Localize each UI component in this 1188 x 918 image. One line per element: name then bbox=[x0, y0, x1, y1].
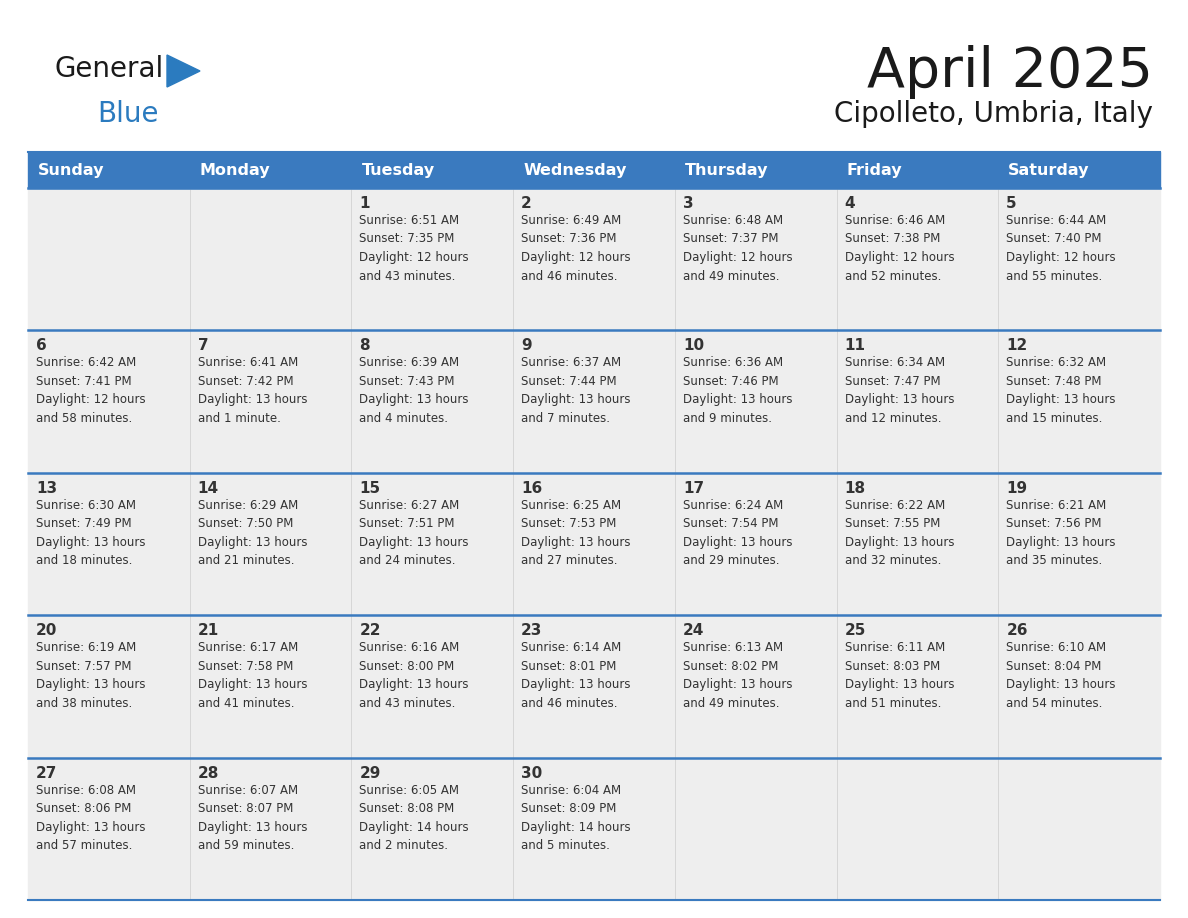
Text: Sunrise: 6:44 AM
Sunset: 7:40 PM
Daylight: 12 hours
and 55 minutes.: Sunrise: 6:44 AM Sunset: 7:40 PM Dayligh… bbox=[1006, 214, 1116, 283]
Text: Sunrise: 6:13 AM
Sunset: 8:02 PM
Daylight: 13 hours
and 49 minutes.: Sunrise: 6:13 AM Sunset: 8:02 PM Dayligh… bbox=[683, 641, 792, 710]
Text: Sunrise: 6:11 AM
Sunset: 8:03 PM
Daylight: 13 hours
and 51 minutes.: Sunrise: 6:11 AM Sunset: 8:03 PM Dayligh… bbox=[845, 641, 954, 710]
Bar bbox=[29, 188, 1159, 330]
Text: Sunrise: 6:41 AM
Sunset: 7:42 PM
Daylight: 13 hours
and 1 minute.: Sunrise: 6:41 AM Sunset: 7:42 PM Dayligh… bbox=[197, 356, 308, 425]
Text: Sunrise: 6:30 AM
Sunset: 7:49 PM
Daylight: 13 hours
and 18 minutes.: Sunrise: 6:30 AM Sunset: 7:49 PM Dayligh… bbox=[36, 498, 145, 567]
Text: 4: 4 bbox=[845, 196, 855, 211]
Text: 24: 24 bbox=[683, 623, 704, 638]
Text: Sunrise: 6:16 AM
Sunset: 8:00 PM
Daylight: 13 hours
and 43 minutes.: Sunrise: 6:16 AM Sunset: 8:00 PM Dayligh… bbox=[360, 641, 469, 710]
Text: 9: 9 bbox=[522, 339, 532, 353]
Text: Sunrise: 6:42 AM
Sunset: 7:41 PM
Daylight: 12 hours
and 58 minutes.: Sunrise: 6:42 AM Sunset: 7:41 PM Dayligh… bbox=[36, 356, 146, 425]
Text: 14: 14 bbox=[197, 481, 219, 496]
Text: 6: 6 bbox=[36, 339, 46, 353]
Text: 12: 12 bbox=[1006, 339, 1028, 353]
Text: Sunrise: 6:21 AM
Sunset: 7:56 PM
Daylight: 13 hours
and 35 minutes.: Sunrise: 6:21 AM Sunset: 7:56 PM Dayligh… bbox=[1006, 498, 1116, 567]
Text: 30: 30 bbox=[522, 766, 543, 780]
Text: 1: 1 bbox=[360, 196, 369, 211]
Text: 7: 7 bbox=[197, 339, 208, 353]
Text: 15: 15 bbox=[360, 481, 380, 496]
Text: 23: 23 bbox=[522, 623, 543, 638]
Text: Monday: Monday bbox=[200, 162, 271, 177]
Bar bbox=[29, 330, 1159, 473]
Text: 20: 20 bbox=[36, 623, 57, 638]
Text: Sunrise: 6:39 AM
Sunset: 7:43 PM
Daylight: 13 hours
and 4 minutes.: Sunrise: 6:39 AM Sunset: 7:43 PM Dayligh… bbox=[360, 356, 469, 425]
Text: 11: 11 bbox=[845, 339, 866, 353]
Text: 18: 18 bbox=[845, 481, 866, 496]
Text: Sunrise: 6:04 AM
Sunset: 8:09 PM
Daylight: 14 hours
and 5 minutes.: Sunrise: 6:04 AM Sunset: 8:09 PM Dayligh… bbox=[522, 784, 631, 852]
Text: 17: 17 bbox=[683, 481, 704, 496]
Text: Sunrise: 6:36 AM
Sunset: 7:46 PM
Daylight: 13 hours
and 9 minutes.: Sunrise: 6:36 AM Sunset: 7:46 PM Dayligh… bbox=[683, 356, 792, 425]
Text: Sunrise: 6:10 AM
Sunset: 8:04 PM
Daylight: 13 hours
and 54 minutes.: Sunrise: 6:10 AM Sunset: 8:04 PM Dayligh… bbox=[1006, 641, 1116, 710]
Bar bbox=[29, 473, 1159, 615]
Text: Sunrise: 6:17 AM
Sunset: 7:58 PM
Daylight: 13 hours
and 41 minutes.: Sunrise: 6:17 AM Sunset: 7:58 PM Dayligh… bbox=[197, 641, 308, 710]
Text: 27: 27 bbox=[36, 766, 57, 780]
Text: Sunrise: 6:07 AM
Sunset: 8:07 PM
Daylight: 13 hours
and 59 minutes.: Sunrise: 6:07 AM Sunset: 8:07 PM Dayligh… bbox=[197, 784, 308, 852]
Text: Sunrise: 6:48 AM
Sunset: 7:37 PM
Daylight: 12 hours
and 49 minutes.: Sunrise: 6:48 AM Sunset: 7:37 PM Dayligh… bbox=[683, 214, 792, 283]
Bar bbox=[29, 757, 1159, 900]
Text: General: General bbox=[55, 55, 164, 83]
Text: Sunrise: 6:14 AM
Sunset: 8:01 PM
Daylight: 13 hours
and 46 minutes.: Sunrise: 6:14 AM Sunset: 8:01 PM Dayligh… bbox=[522, 641, 631, 710]
Text: Sunrise: 6:29 AM
Sunset: 7:50 PM
Daylight: 13 hours
and 21 minutes.: Sunrise: 6:29 AM Sunset: 7:50 PM Dayligh… bbox=[197, 498, 308, 567]
Text: Blue: Blue bbox=[97, 100, 158, 128]
Text: 3: 3 bbox=[683, 196, 694, 211]
Text: Thursday: Thursday bbox=[684, 162, 769, 177]
Text: 5: 5 bbox=[1006, 196, 1017, 211]
Text: Wednesday: Wednesday bbox=[523, 162, 626, 177]
Bar bbox=[29, 152, 1159, 188]
Text: Sunrise: 6:24 AM
Sunset: 7:54 PM
Daylight: 13 hours
and 29 minutes.: Sunrise: 6:24 AM Sunset: 7:54 PM Dayligh… bbox=[683, 498, 792, 567]
Text: 29: 29 bbox=[360, 766, 381, 780]
Text: 21: 21 bbox=[197, 623, 219, 638]
Text: Sunrise: 6:27 AM
Sunset: 7:51 PM
Daylight: 13 hours
and 24 minutes.: Sunrise: 6:27 AM Sunset: 7:51 PM Dayligh… bbox=[360, 498, 469, 567]
Text: 13: 13 bbox=[36, 481, 57, 496]
Text: April 2025: April 2025 bbox=[867, 45, 1154, 99]
Text: 26: 26 bbox=[1006, 623, 1028, 638]
Text: Sunrise: 6:46 AM
Sunset: 7:38 PM
Daylight: 12 hours
and 52 minutes.: Sunrise: 6:46 AM Sunset: 7:38 PM Dayligh… bbox=[845, 214, 954, 283]
Text: Sunrise: 6:19 AM
Sunset: 7:57 PM
Daylight: 13 hours
and 38 minutes.: Sunrise: 6:19 AM Sunset: 7:57 PM Dayligh… bbox=[36, 641, 145, 710]
Text: Sunrise: 6:22 AM
Sunset: 7:55 PM
Daylight: 13 hours
and 32 minutes.: Sunrise: 6:22 AM Sunset: 7:55 PM Dayligh… bbox=[845, 498, 954, 567]
Text: Sunday: Sunday bbox=[38, 162, 105, 177]
Bar bbox=[29, 615, 1159, 757]
Text: Sunrise: 6:51 AM
Sunset: 7:35 PM
Daylight: 12 hours
and 43 minutes.: Sunrise: 6:51 AM Sunset: 7:35 PM Dayligh… bbox=[360, 214, 469, 283]
Text: Sunrise: 6:34 AM
Sunset: 7:47 PM
Daylight: 13 hours
and 12 minutes.: Sunrise: 6:34 AM Sunset: 7:47 PM Dayligh… bbox=[845, 356, 954, 425]
Text: Saturday: Saturday bbox=[1009, 162, 1089, 177]
Text: Sunrise: 6:25 AM
Sunset: 7:53 PM
Daylight: 13 hours
and 27 minutes.: Sunrise: 6:25 AM Sunset: 7:53 PM Dayligh… bbox=[522, 498, 631, 567]
Text: Cipolleto, Umbria, Italy: Cipolleto, Umbria, Italy bbox=[834, 100, 1154, 128]
Text: 19: 19 bbox=[1006, 481, 1028, 496]
Text: 2: 2 bbox=[522, 196, 532, 211]
Text: 10: 10 bbox=[683, 339, 704, 353]
Text: 8: 8 bbox=[360, 339, 369, 353]
Text: Sunrise: 6:05 AM
Sunset: 8:08 PM
Daylight: 14 hours
and 2 minutes.: Sunrise: 6:05 AM Sunset: 8:08 PM Dayligh… bbox=[360, 784, 469, 852]
Polygon shape bbox=[168, 55, 200, 87]
Text: Tuesday: Tuesday bbox=[361, 162, 435, 177]
Text: 28: 28 bbox=[197, 766, 219, 780]
Text: 25: 25 bbox=[845, 623, 866, 638]
Text: Sunrise: 6:49 AM
Sunset: 7:36 PM
Daylight: 12 hours
and 46 minutes.: Sunrise: 6:49 AM Sunset: 7:36 PM Dayligh… bbox=[522, 214, 631, 283]
Text: Sunrise: 6:08 AM
Sunset: 8:06 PM
Daylight: 13 hours
and 57 minutes.: Sunrise: 6:08 AM Sunset: 8:06 PM Dayligh… bbox=[36, 784, 145, 852]
Text: 16: 16 bbox=[522, 481, 543, 496]
Text: Sunrise: 6:32 AM
Sunset: 7:48 PM
Daylight: 13 hours
and 15 minutes.: Sunrise: 6:32 AM Sunset: 7:48 PM Dayligh… bbox=[1006, 356, 1116, 425]
Text: Friday: Friday bbox=[847, 162, 902, 177]
Text: Sunrise: 6:37 AM
Sunset: 7:44 PM
Daylight: 13 hours
and 7 minutes.: Sunrise: 6:37 AM Sunset: 7:44 PM Dayligh… bbox=[522, 356, 631, 425]
Text: 22: 22 bbox=[360, 623, 381, 638]
